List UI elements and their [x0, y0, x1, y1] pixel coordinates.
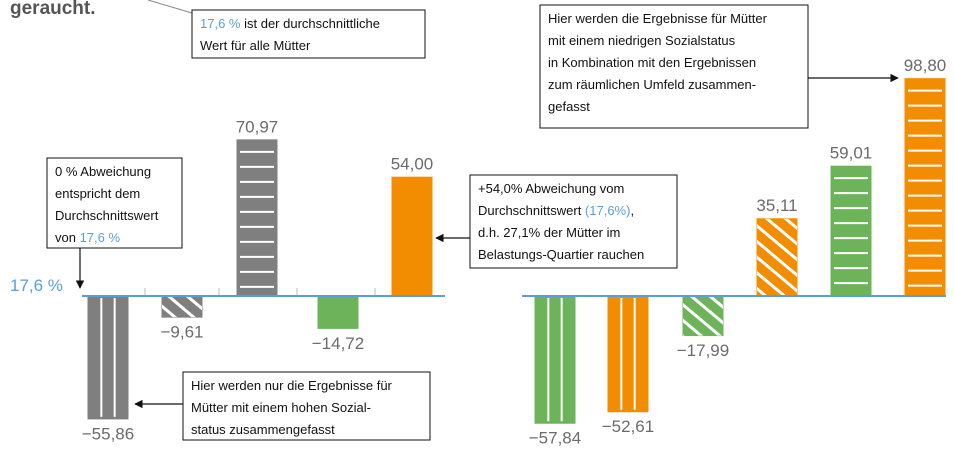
annotation-text: Wert für alle Mütter: [200, 38, 311, 53]
value-label: 98,80: [904, 56, 947, 75]
annotation-text: ,: [630, 203, 634, 218]
annotation-text: entspricht dem: [55, 186, 140, 201]
annotation-line: +54,0% Abweichung vom: [478, 181, 624, 196]
value-label: −17,99: [677, 341, 729, 360]
bar: [830, 165, 872, 297]
annotation-line: 0 % Abweichung: [55, 164, 151, 179]
annotation-line: d.h. 27,1% der Mütter im: [478, 225, 620, 240]
annotation-text: d.h. 27,1% der Mütter im: [478, 225, 620, 240]
annotation-line: entspricht dem: [55, 186, 140, 201]
bar-pattern: [683, 296, 723, 336]
baseline-label: 17,6 %: [10, 276, 63, 295]
bar: [534, 295, 576, 424]
annotation-text: 17,6 %: [200, 16, 241, 31]
annotation-text: Durchschnittswert: [478, 203, 585, 218]
bar: [317, 295, 359, 329]
annotation-text: 0 % Abweichung: [55, 164, 151, 179]
value-label: −52,61: [602, 417, 654, 436]
annotation-line: zum räumlichen Umfeld zusammen-: [548, 77, 756, 92]
bar: [904, 78, 946, 297]
value-label: 70,97: [236, 117, 279, 136]
annotation-line: Hier werden nur die Ergebnisse für: [191, 378, 393, 393]
bar-pattern: [757, 218, 797, 296]
value-label: −14,72: [312, 334, 364, 353]
annotation-box: [469, 174, 678, 269]
annotation-line: mit einem niedrigen Sozialstatus: [548, 33, 736, 48]
annotation-line: von 17,6 %: [55, 230, 120, 245]
annotation-text: Mütter mit einem hohen Sozial-: [191, 400, 371, 415]
value-label: 54,00: [391, 155, 434, 174]
value-label: −57,84: [529, 429, 581, 448]
bar: [87, 295, 129, 420]
value-label: 59,01: [830, 144, 873, 163]
annotation-line: Durchschnittswert: [55, 208, 159, 223]
annotation-text: von: [55, 230, 80, 245]
annotation-line: Durchschnittswert (17,6%),: [478, 203, 634, 218]
annotation-line: gefasst: [548, 99, 590, 114]
annotation-text: Belastungs-Quartier rauchen: [478, 247, 644, 262]
annotation-text: status zusammengefasst: [191, 422, 335, 437]
connector: [147, 0, 193, 14]
annotation-line: 17,6 % ist der durchschnittliche: [200, 16, 380, 31]
annotation-text: Hier werden die Ergebnisse für Mütter: [548, 11, 768, 26]
annotation-line: status zusammengefasst: [191, 422, 335, 437]
annotation-line: Hier werden die Ergebnisse für Mütter: [548, 11, 768, 26]
value-label: −55,86: [82, 424, 134, 443]
annotation-text: mit einem niedrigen Sozialstatus: [548, 33, 736, 48]
annotation-box: [191, 9, 426, 59]
annotation-line: in Kombination mit den Ergebnissen: [548, 55, 756, 70]
value-label: 35,11: [756, 196, 797, 215]
heading: geraucht.: [10, 0, 96, 19]
annotation-text: Durchschnittswert: [55, 208, 159, 223]
annotation-line: Wert für alle Mütter: [200, 38, 311, 53]
annotation-text: gefasst: [548, 99, 590, 114]
bar-pattern: [162, 296, 202, 318]
annotation-text: (17,6%): [585, 203, 631, 218]
annotation-text: ist der durchschnittliche: [240, 16, 379, 31]
annotation-text: zum räumlichen Umfeld zusammen-: [548, 77, 756, 92]
bar: [391, 176, 433, 297]
annotation-line: Belastungs-Quartier rauchen: [478, 247, 644, 262]
value-label: −9,61: [160, 323, 203, 342]
annotation-box: [182, 371, 431, 441]
annotation-text: 17,6 %: [80, 230, 121, 245]
annotation-box: [539, 4, 809, 129]
annotation-box: [46, 157, 183, 249]
annotation-text: +54,0% Abweichung vom: [478, 181, 624, 196]
annotation-text: Hier werden nur die Ergebnisse für: [191, 378, 393, 393]
annotation-line: Mütter mit einem hohen Sozial-: [191, 400, 371, 415]
annotation-text: in Kombination mit den Ergebnissen: [548, 55, 756, 70]
bar: [607, 295, 649, 413]
